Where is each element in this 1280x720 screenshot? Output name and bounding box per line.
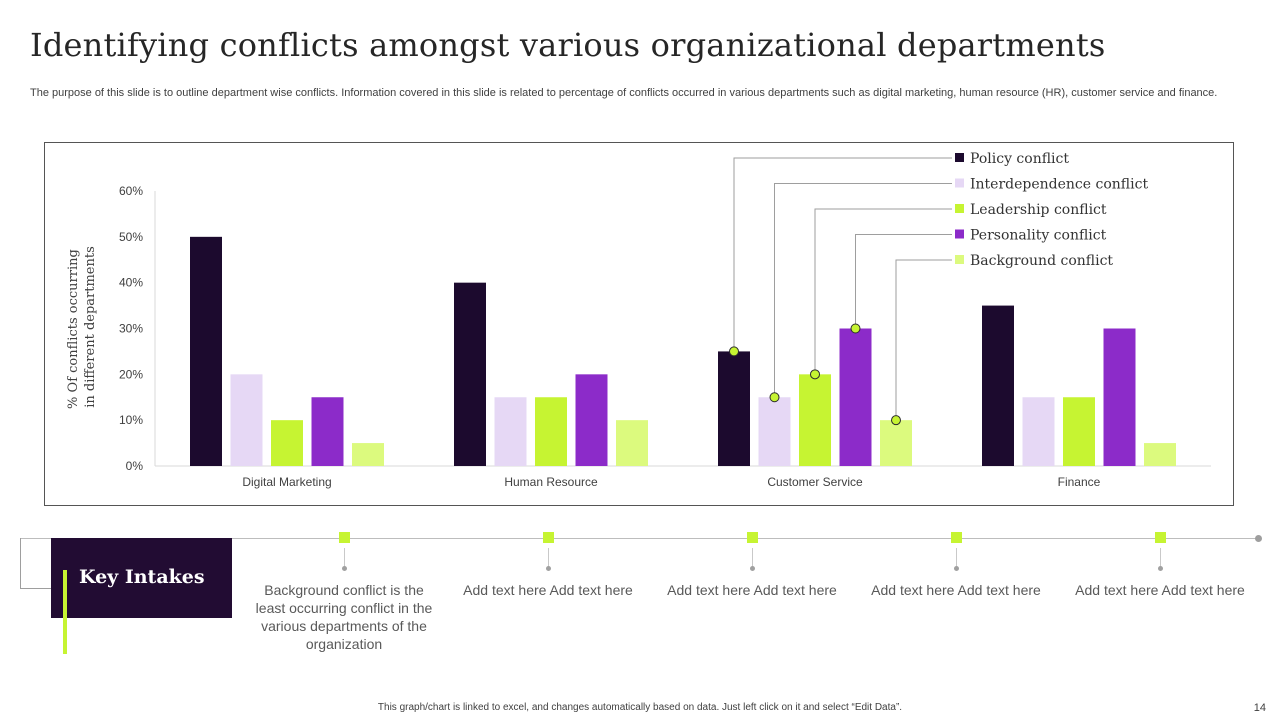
y-tick-label: 40% xyxy=(119,276,143,290)
y-tick-label: 60% xyxy=(119,184,143,198)
legend-callout-line xyxy=(814,208,952,375)
timeline-marker xyxy=(747,532,758,543)
legend-label-leadership[interactable]: Leadership conflict xyxy=(970,202,1107,218)
timeline-dot xyxy=(342,566,347,571)
bar-background-0[interactable] xyxy=(352,443,384,466)
legend-callout-line xyxy=(733,157,952,352)
legend-callout-dot xyxy=(769,392,780,403)
bar-leadership-2[interactable] xyxy=(799,374,831,466)
timeline-stem xyxy=(344,548,345,568)
legend-callout-line xyxy=(855,234,952,329)
bar-leadership-0[interactable] xyxy=(271,420,303,466)
legend-label-background[interactable]: Background conflict xyxy=(970,253,1113,269)
timeline-marker xyxy=(543,532,554,543)
legend-callout-dot xyxy=(729,346,739,357)
legend-callouts xyxy=(729,157,952,426)
x-axis-labels: Digital Marketing Human Resource Customer … xyxy=(242,475,1100,489)
bars xyxy=(190,236,1176,467)
y-axis-title: % Of conflicts occurring in different de… xyxy=(66,245,98,409)
legend-swatch-interdependence xyxy=(955,178,964,188)
bar-personality-1[interactable] xyxy=(575,374,608,466)
timeline-dot xyxy=(750,566,755,571)
timeline-marker xyxy=(1155,532,1166,543)
bar-interdependence-0[interactable] xyxy=(230,374,263,466)
legend-callout-line xyxy=(895,259,952,421)
legend-swatch-policy xyxy=(955,153,964,162)
bar-personality-0[interactable] xyxy=(311,397,344,466)
chart-frame[interactable]: 0% 10% 20% 30% 40% 50% 60% Digital Marketing Hu… xyxy=(44,142,1234,506)
timeline-bracket xyxy=(20,538,53,589)
key-intake-text[interactable]: Add text here Add text here xyxy=(463,582,633,598)
timeline-dot xyxy=(546,566,551,571)
x-tick-label: Digital Marketing xyxy=(242,475,331,489)
bar-policy-1[interactable] xyxy=(454,282,486,466)
legend-label-interdependence[interactable]: Interdependence conflict xyxy=(970,177,1148,193)
key-intakes-box: Key Intakes xyxy=(51,538,232,618)
y-tick-label: 20% xyxy=(119,367,143,381)
conflicts-bar-chart: 0% 10% 20% 30% 40% 50% 60% Digital Marketing Hu… xyxy=(66,151,1211,489)
timeline-line xyxy=(20,538,1259,539)
x-tick-label: Customer Service xyxy=(767,475,863,489)
y-axis-title-line-1: % Of conflicts occurring xyxy=(66,249,81,409)
legend: Policy conflict Interdependence conflict L… xyxy=(955,151,1148,269)
y-tick-label: 0% xyxy=(126,459,144,473)
bar-interdependence-3[interactable] xyxy=(1022,397,1055,466)
bar-interdependence-2[interactable] xyxy=(758,397,791,466)
bar-personality-3[interactable] xyxy=(1103,328,1136,467)
slide-subtitle: The purpose of this slide is to outline … xyxy=(30,87,1218,99)
legend-callout-line xyxy=(774,183,952,398)
key-intake-text[interactable]: Add text here Add text here xyxy=(1075,582,1245,598)
key-intake-text[interactable]: Add text here Add text here xyxy=(871,582,1041,598)
slide-title: Identifying conflicts amongst various or… xyxy=(30,26,1106,64)
key-intakes-accent-bar xyxy=(63,570,67,654)
legend-callout-dot xyxy=(891,415,901,426)
timeline-stem xyxy=(956,548,957,568)
bar-leadership-1[interactable] xyxy=(535,397,567,466)
bar-interdependence-1[interactable] xyxy=(494,397,527,466)
y-tick-label: 30% xyxy=(119,322,143,336)
timeline-marker xyxy=(951,532,962,543)
bar-policy-3[interactable] xyxy=(982,305,1014,466)
bar-personality-2[interactable] xyxy=(839,328,872,467)
timeline-dot xyxy=(1158,566,1163,571)
timeline-stem xyxy=(1160,548,1161,568)
timeline-dot xyxy=(954,566,959,571)
key-intakes-title: Key Intakes xyxy=(79,566,205,588)
timeline-stem xyxy=(752,548,753,568)
legend-label-personality[interactable]: Personality conflict xyxy=(970,228,1107,244)
y-tick-label: 50% xyxy=(119,230,143,244)
y-axis-title-line-2: in different departments xyxy=(83,246,98,408)
page-number: 14 xyxy=(1253,702,1266,714)
legend-swatch-personality xyxy=(955,229,964,239)
bar-background-1[interactable] xyxy=(616,420,648,466)
bar-policy-2[interactable] xyxy=(718,351,750,466)
legend-callout-dot xyxy=(810,369,820,380)
legend-callout-dot xyxy=(850,323,861,334)
bar-background-2[interactable] xyxy=(880,420,912,466)
bar-leadership-3[interactable] xyxy=(1063,397,1095,466)
legend-swatch-background xyxy=(955,255,964,264)
footer-note: This graph/chart is linked to excel, and… xyxy=(377,702,903,713)
x-tick-label: Finance xyxy=(1058,475,1101,489)
y-tick-label: 10% xyxy=(119,413,143,427)
timeline-marker xyxy=(339,532,350,543)
x-tick-label: Human Resource xyxy=(504,475,598,489)
bar-background-3[interactable] xyxy=(1144,443,1176,466)
key-intake-text[interactable]: Add text here Add text here xyxy=(667,582,837,598)
key-intake-text[interactable]: Background conflict is the least occurri… xyxy=(255,582,433,652)
legend-label-policy[interactable]: Policy conflict xyxy=(970,151,1069,167)
timeline-stem xyxy=(548,548,549,568)
bar-policy-0[interactable] xyxy=(190,236,222,466)
timeline-end-dot xyxy=(1255,535,1262,542)
legend-swatch-leadership xyxy=(955,204,964,213)
